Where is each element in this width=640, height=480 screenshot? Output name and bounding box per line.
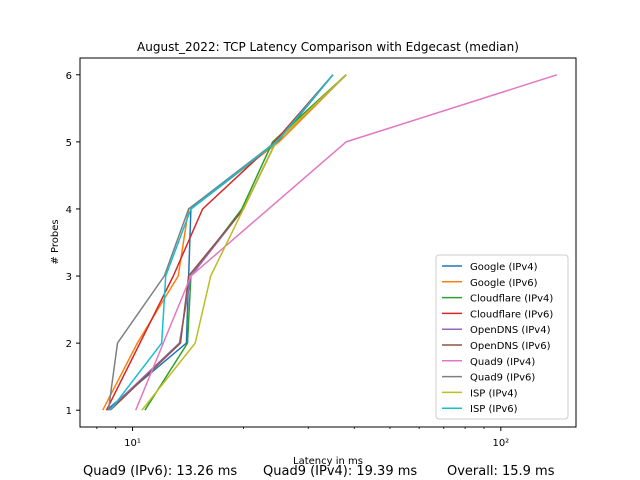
y-tick-label: 2 (66, 339, 72, 350)
series-line-google-ipv6 (102, 74, 347, 411)
footer-stat-quad9-ipv6: Quad9 (IPv6): 13.26 ms (83, 464, 238, 479)
x-tick-label: 10¹ (124, 438, 141, 449)
y-tick-label: 4 (66, 205, 72, 216)
chart-title: August_2022: TCP Latency Comparison with… (137, 40, 519, 54)
legend-label-google-ipv4: Google (IPv4) (470, 262, 538, 273)
x-axis-label: Latency in ms (293, 456, 363, 467)
legend-label-isp-ipv4: ISP (IPv4) (470, 388, 518, 399)
y-tick-label: 5 (66, 138, 72, 149)
series-line-opendns-ipv6 (109, 74, 347, 411)
legend-label-opendns-ipv6: OpenDNS (IPv6) (470, 341, 551, 352)
x-tick-label: 10² (492, 438, 509, 449)
series-line-google-ipv4 (106, 74, 334, 411)
series-line-isp-ipv4 (141, 74, 347, 411)
plot-frame (79, 57, 577, 428)
legend-label-quad9-ipv4: Quad9 (IPv4) (470, 357, 535, 368)
legend-label-cloudflare-ipv6: Cloudflare (IPv6) (470, 309, 553, 320)
legend: Google (IPv4) Google (IPv6) Cloudflare (IP… (435, 254, 569, 420)
series-line-isp-ipv6 (109, 74, 334, 411)
footer-stat-overall: Overall: 15.9 ms (447, 464, 555, 479)
footer-stat-quad9-ipv4: Quad9 (IPv4): 19.39 ms (263, 464, 418, 479)
y-tick-label: 1 (66, 406, 72, 417)
tick-layer: 1 2 3 4 5 6 10¹ 10² (66, 71, 510, 449)
y-tick-label: 6 (66, 71, 72, 82)
legend-label-google-ipv6: Google (IPv6) (470, 278, 538, 289)
series-line-cloudflare-ipv6 (105, 74, 334, 411)
legend-label-opendns-ipv4: OpenDNS (IPv4) (470, 325, 551, 336)
legend-label-isp-ipv6: ISP (IPv6) (470, 404, 518, 415)
legend-box (435, 254, 569, 420)
series-layer (102, 74, 558, 411)
y-axis-label: # Probes (50, 219, 61, 264)
series-line-quad9-ipv4 (135, 74, 558, 411)
series-line-cloudflare-ipv4 (144, 74, 347, 411)
legend-label-cloudflare-ipv4: Cloudflare (IPv4) (470, 294, 553, 305)
y-tick-label: 3 (66, 272, 72, 283)
legend-label-quad9-ipv6: Quad9 (IPv6) (470, 373, 535, 384)
